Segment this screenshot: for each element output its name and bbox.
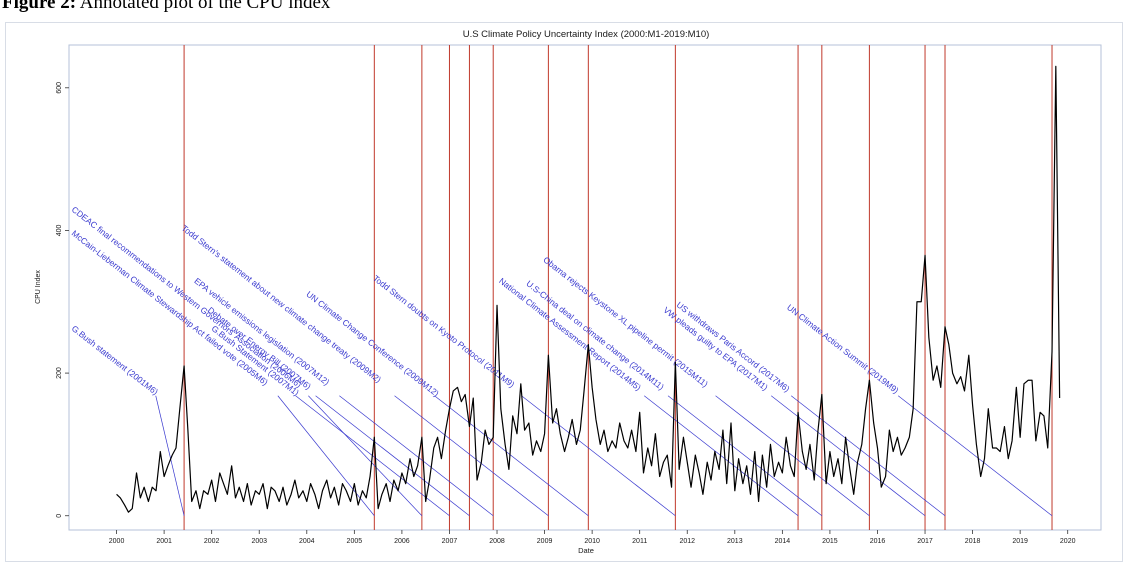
x-axis: 2000 2001 2002 2003 2004 2005 2006 2007 2008 2009…	[109, 530, 1076, 545]
x-tick-label: 2014	[775, 538, 791, 545]
annotation-leader	[897, 395, 1053, 517]
annotation-leader	[790, 395, 946, 517]
x-tick-label: 2015	[822, 538, 838, 545]
y-axis-label: CPU Index	[35, 270, 42, 304]
x-tick-label: 2017	[917, 538, 933, 545]
x-tick-label: 2001	[156, 538, 172, 545]
x-tick-label: 2012	[679, 538, 695, 545]
annotation-leader	[394, 395, 549, 517]
annotation-label: G.Bush Statement (2007M1)	[210, 323, 302, 398]
chart-panel: U.S Climate Policy Uncertainty Index (20…	[5, 22, 1123, 562]
x-tick-label: 2004	[299, 538, 315, 545]
annotation-label: VW pleads guilty to EPA (2017M1)	[661, 305, 770, 393]
y-tick-label: 200	[56, 367, 63, 379]
x-tick-label: 2019	[1012, 538, 1028, 545]
y-axis: 0 200 400 600	[56, 82, 69, 518]
event-annotations: G.Bush statement (2001M6)McCain-Lieberma…	[70, 204, 1053, 517]
annotation-leader	[339, 395, 494, 517]
chart-title: U.S Climate Policy Uncertainty Index (20…	[463, 29, 710, 40]
figure-caption-text: Annotated plot of the CPU index	[76, 0, 331, 13]
annotation-leader	[434, 395, 589, 517]
annotation-leader	[308, 395, 423, 516]
x-tick-label: 2018	[965, 538, 981, 545]
annotation-leader	[277, 395, 375, 516]
x-axis-label: Date	[578, 546, 594, 555]
x-tick-label: 2020	[1060, 538, 1076, 545]
y-tick-label: 0	[56, 514, 63, 518]
x-tick-label: 2003	[251, 538, 267, 545]
annotation-leader	[521, 395, 676, 517]
series-layer	[116, 65, 1061, 513]
x-tick-label: 2016	[870, 538, 886, 545]
annotation-label: G.Bush statement (2001M6)	[70, 323, 160, 397]
x-tick-label: 2000	[109, 538, 125, 545]
x-tick-label: 2013	[727, 538, 743, 545]
annotation-leader	[715, 395, 870, 517]
annotation-leader	[643, 395, 799, 517]
x-tick-label: 2002	[204, 538, 220, 545]
x-tick-label: 2010	[584, 538, 600, 545]
x-tick-label: 2011	[632, 538, 647, 545]
cpu-index-series-line	[116, 65, 1061, 513]
figure-caption-label: Figure 2:	[2, 0, 77, 13]
x-tick-label: 2006	[394, 538, 410, 545]
annotation-leader	[155, 395, 185, 516]
figure-caption: Figure 2: Annotated plot of the CPU inde…	[2, 0, 330, 14]
x-tick-label: 2007	[442, 538, 458, 545]
x-tick-label: 2005	[347, 538, 363, 545]
annotation-leader	[315, 395, 470, 517]
y-tick-label: 400	[56, 224, 63, 236]
annotation-label: National Climate Assessment Report (2014…	[497, 276, 643, 393]
x-tick-label: 2008	[489, 538, 505, 545]
event-markers	[183, 45, 1053, 530]
x-tick-label: 2009	[537, 538, 553, 545]
y-tick-label: 600	[56, 82, 63, 94]
annotation-label: UN Climate Action Summit (2019M9)	[785, 302, 901, 395]
cpu-index-chart: U.S Climate Policy Uncertainty Index (20…	[35, 29, 1102, 555]
plot-frame	[68, 44, 1102, 531]
annotation-leader	[667, 395, 823, 517]
